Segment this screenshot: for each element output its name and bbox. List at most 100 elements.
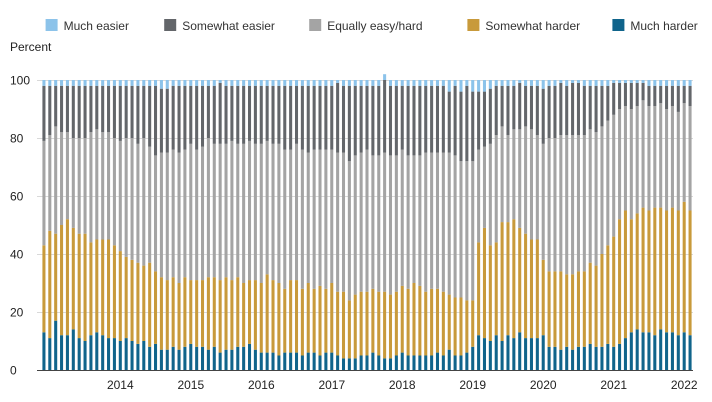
bar-segment-somewhat-harder <box>306 283 310 353</box>
bar-segment-somewhat-harder <box>60 225 64 336</box>
bar-segment-much-harder <box>95 332 99 370</box>
bar-segment-equally-easy-hard <box>388 155 393 295</box>
bar-segment-equally-easy-hard <box>488 143 492 246</box>
bar-segment-equally-easy-hard <box>359 152 363 292</box>
bar-segment-somewhat-easier <box>447 91 451 153</box>
bar-segment-somewhat-easier <box>371 85 375 156</box>
bar-segment-somewhat-easier <box>60 85 64 133</box>
bar-segment-equally-easy-hard <box>112 138 116 246</box>
bar-segment-equally-easy-hard <box>524 126 528 234</box>
bar-segment-equally-easy-hard <box>659 103 663 208</box>
bar-segment-equally-easy-hard <box>341 152 346 292</box>
bar-segment-much-easier <box>265 80 269 86</box>
bar-segment-much-easier <box>524 80 528 86</box>
bar-segment-somewhat-easier <box>95 85 99 130</box>
bar-segment-equally-easy-hard <box>670 106 674 208</box>
bar-segment-much-harder <box>394 355 398 370</box>
bar-segment-somewhat-easier <box>189 85 193 144</box>
bar-segment-much-easier <box>330 80 334 86</box>
bar-segment-much-harder <box>576 346 580 370</box>
bar-segment-somewhat-easier <box>565 85 569 136</box>
y-axis-title: Percent <box>10 40 52 54</box>
bar-segment-equally-easy-hard <box>318 149 322 286</box>
bar-segment-much-easier <box>365 80 369 86</box>
bar-segment-somewhat-easier <box>647 85 651 107</box>
bar-segment-equally-easy-hard <box>676 111 680 211</box>
bar-segment-equally-easy-hard <box>71 138 75 228</box>
bar-segment-much-easier <box>324 80 328 86</box>
bar-segment-much-harder <box>512 338 516 370</box>
bar-segment-equally-easy-hard <box>623 106 627 211</box>
bar-segment-equally-easy-hard <box>324 149 328 289</box>
bar-segment-much-harder <box>488 341 492 370</box>
bar-segment-equally-easy-hard <box>336 152 340 292</box>
bar-segment-somewhat-harder <box>112 245 116 339</box>
bar-segment-equally-easy-hard <box>477 149 481 243</box>
bar-segment-somewhat-harder <box>277 283 281 356</box>
bar-segment-much-easier <box>183 80 187 86</box>
bar-segment-much-harder <box>218 352 222 370</box>
bar-segment-equally-easy-hard <box>306 152 310 283</box>
bar-segment-somewhat-easier <box>341 85 346 153</box>
bar-segment-somewhat-easier <box>300 85 304 150</box>
bar-segment-somewhat-harder <box>300 288 304 356</box>
bar-segment-somewhat-easier <box>265 85 269 141</box>
x-tick-label: 2022 <box>671 378 698 392</box>
bar-segment-much-harder <box>383 358 387 370</box>
bar-segment-much-harder <box>300 355 304 370</box>
bar-segment-somewhat-harder <box>165 280 169 350</box>
bar-segment-somewhat-harder <box>412 283 416 356</box>
bar-segment-much-harder <box>177 349 181 370</box>
bar-segment-somewhat-easier <box>400 85 404 150</box>
bar-segment-much-easier <box>294 80 299 86</box>
bar-segment-equally-easy-hard <box>541 143 545 260</box>
bar-segment-much-easier <box>494 80 498 86</box>
bar-segment-somewhat-harder <box>524 233 528 339</box>
bar-segment-much-easier <box>412 80 416 86</box>
bar-segment-equally-easy-hard <box>312 149 316 289</box>
bar-segment-somewhat-easier <box>424 85 428 153</box>
bar-segment-somewhat-harder <box>48 230 52 339</box>
bar-segment-somewhat-easier <box>259 85 263 144</box>
bar-segment-somewhat-harder <box>494 242 498 336</box>
bar-segment-much-easier <box>588 80 592 86</box>
bar-segment-equally-easy-hard <box>142 138 146 266</box>
bar-segment-much-harder <box>623 338 627 370</box>
bar-segment-somewhat-easier <box>641 82 645 101</box>
bar-segment-much-harder <box>359 355 363 370</box>
bar-segment-much-easier <box>571 80 575 83</box>
bar-segment-somewhat-easier <box>465 85 469 162</box>
bar-segment-equally-easy-hard <box>271 143 275 281</box>
bar-segment-somewhat-harder <box>447 294 451 350</box>
bar-segment-somewhat-harder <box>606 245 610 344</box>
bar-segment-somewhat-easier <box>559 82 563 136</box>
bar-segment-much-easier <box>277 80 281 86</box>
bar-segment-equally-easy-hard <box>300 149 304 289</box>
bar-segment-much-harder <box>101 335 105 370</box>
bar-segment-much-easier <box>453 80 457 86</box>
bar-segment-somewhat-harder <box>371 288 375 353</box>
bar-segment-somewhat-harder <box>324 288 328 353</box>
bar-segment-much-easier <box>336 80 340 83</box>
bar-segment-somewhat-easier <box>383 80 387 153</box>
bar-segment-equally-easy-hard <box>165 152 169 281</box>
bar-segment-much-easier <box>77 80 81 86</box>
bar-segment-equally-easy-hard <box>347 161 351 301</box>
bar-segment-much-easier <box>224 80 228 86</box>
bar-segment-somewhat-easier <box>582 85 586 136</box>
bar-segment-much-harder <box>330 352 334 370</box>
bar-segment-somewhat-easier <box>42 85 46 141</box>
bar-segment-much-harder <box>670 332 674 370</box>
bar-segment-somewhat-harder <box>547 271 551 347</box>
bar-segment-much-easier <box>83 80 87 86</box>
bar-segment-equally-easy-hard <box>95 129 99 240</box>
bar-segment-much-easier <box>54 80 58 86</box>
bar-segment-equally-easy-hard <box>171 149 175 278</box>
bar-segment-somewhat-harder <box>248 280 252 344</box>
bar-segment-much-harder <box>324 352 328 370</box>
bar-segment-much-harder <box>494 335 498 370</box>
bar-segment-somewhat-harder <box>201 280 205 347</box>
bar-segment-equally-easy-hard <box>441 152 445 292</box>
bar-segment-much-harder <box>453 355 457 370</box>
bar-segment-equally-easy-hard <box>212 143 216 278</box>
